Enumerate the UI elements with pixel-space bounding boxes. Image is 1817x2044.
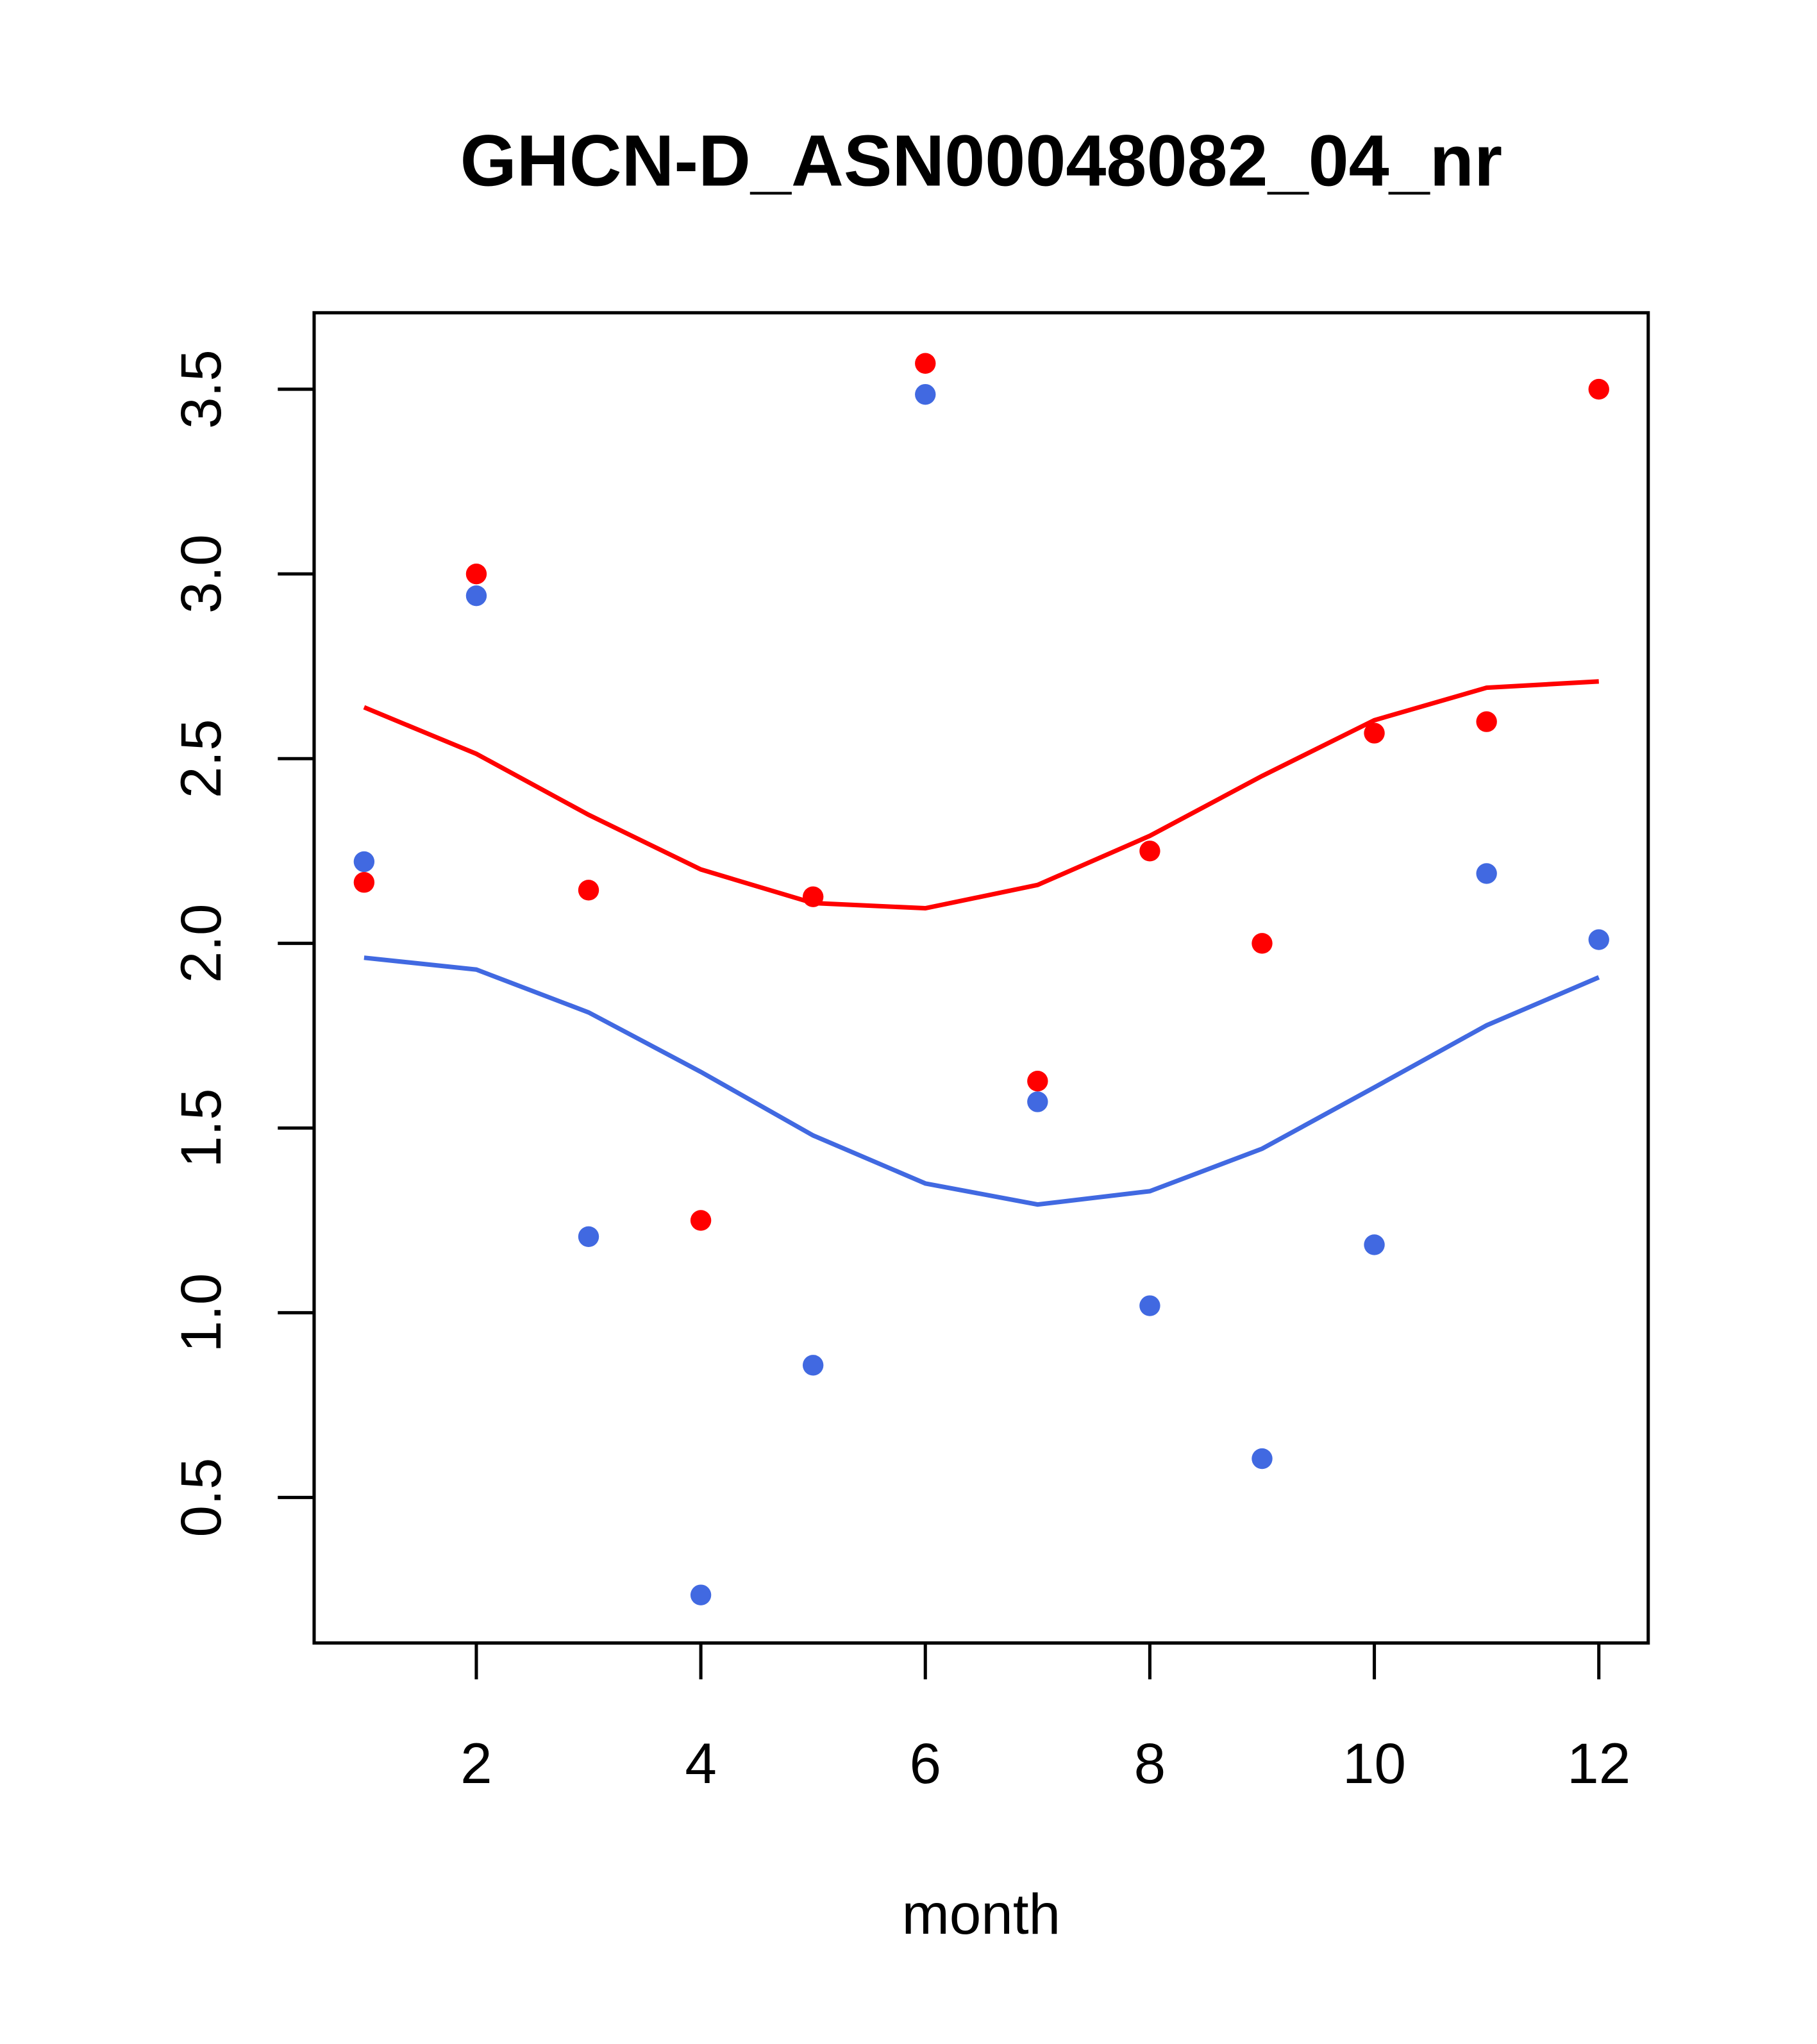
blue-point (802, 1355, 824, 1376)
blue-point (1364, 1234, 1385, 1255)
x-tick-label: 4 (685, 1731, 717, 1795)
x-tick-label: 8 (1134, 1731, 1166, 1795)
y-tick-label: 1.5 (169, 1088, 233, 1168)
blue-point (578, 1226, 599, 1247)
red-line-series (363, 679, 1599, 911)
red-point (1027, 1071, 1048, 1092)
blue-point (1588, 929, 1609, 950)
blue-point (915, 383, 936, 405)
series-lines (363, 679, 1600, 1207)
y-tick-label: 2.5 (169, 719, 233, 798)
y-tick-label: 1.0 (169, 1273, 233, 1353)
red-point (802, 886, 824, 907)
red-point (1588, 378, 1609, 400)
x-tick-label: 6 (909, 1731, 941, 1795)
blue-point (1027, 1091, 1048, 1112)
red-point (1364, 723, 1385, 744)
red-point (915, 353, 936, 374)
chart-title: GHCN-D_ASN00048082_04_nr (460, 120, 1502, 201)
blue-line-series (364, 955, 1600, 1207)
blue-point (690, 1584, 712, 1605)
y-axis: 0.5 1.0 1.5 2.0 2.5 3.0 3.5 (169, 349, 316, 1537)
red-point (353, 872, 375, 893)
y-tick-label: 3.5 (169, 349, 233, 429)
red-point (690, 1210, 712, 1231)
series-points (353, 353, 1609, 1605)
red-point (1252, 933, 1273, 954)
x-tick-label: 2 (460, 1731, 492, 1795)
blue-point (353, 851, 375, 873)
y-tick-label: 2.0 (169, 903, 233, 983)
red-point (1139, 841, 1160, 862)
y-tick-label: 3.0 (169, 534, 233, 614)
blue-point (1476, 863, 1497, 884)
x-tick-label: 12 (1567, 1731, 1630, 1795)
y-tick-label: 0.5 (169, 1458, 233, 1537)
x-axis: 2 4 6 8 10 12 (460, 1641, 1630, 1795)
x-tick-label: 10 (1343, 1731, 1406, 1795)
red-point (578, 880, 599, 901)
plot-frame (312, 311, 1650, 1645)
blue-point (1139, 1295, 1160, 1316)
x-axis-label: month (902, 1882, 1061, 1946)
red-point (465, 563, 487, 585)
blue-point (465, 585, 487, 607)
blue-point (1252, 1448, 1273, 1470)
red-point (1476, 711, 1497, 732)
